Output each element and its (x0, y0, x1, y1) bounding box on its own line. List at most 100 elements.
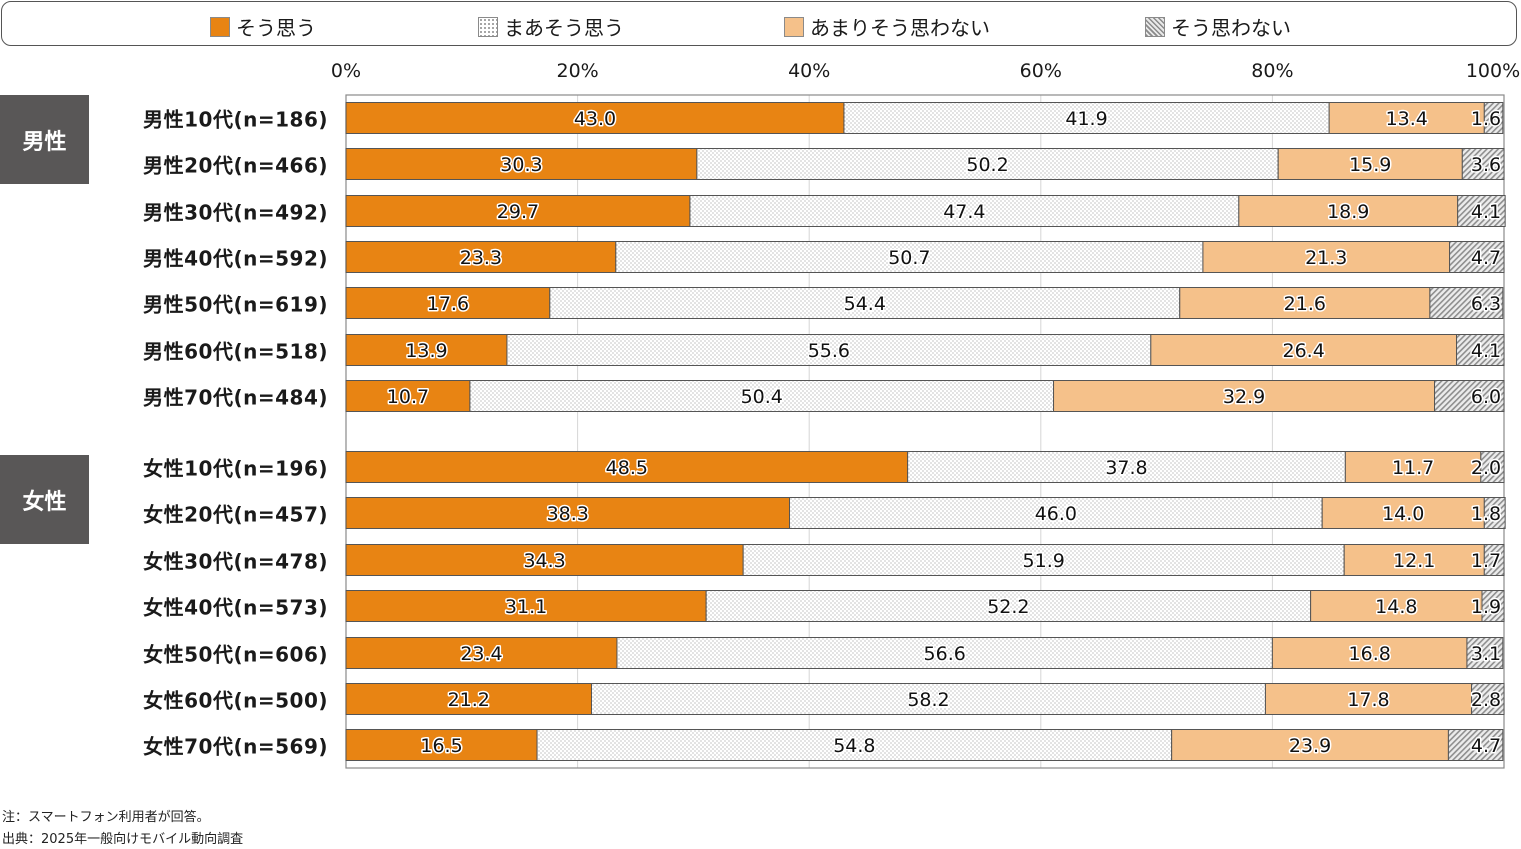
bar-segment (345, 334, 508, 366)
category-label: 男性10代(n=186) (143, 107, 328, 132)
legend-item-maa-sou-omou: まあそう思う (478, 12, 624, 41)
category-label: 女性60代(n=500) (143, 688, 328, 713)
bar-segment (1321, 497, 1485, 529)
data-label: 58.2 (907, 689, 949, 711)
bar-segment (345, 148, 698, 180)
bar-segment (1343, 544, 1485, 576)
data-label: 13.9 (405, 340, 447, 362)
legend-label: そう思う (236, 16, 316, 40)
bar-segment (345, 637, 618, 669)
data-label: 52.2 (987, 596, 1029, 618)
data-label: 2.8 (1471, 689, 1501, 711)
data-label: 6.3 (1471, 293, 1501, 315)
data-label: 55.6 (808, 340, 850, 362)
data-label: 47.4 (943, 201, 985, 223)
legend-label: そう思わない (1171, 16, 1291, 40)
legend-item-sou-omou: そう思う (210, 12, 316, 41)
data-label: 1.7 (1471, 550, 1501, 572)
data-label: 37.8 (1105, 457, 1147, 479)
data-label: 1.6 (1471, 108, 1501, 130)
data-label: 50.4 (741, 386, 783, 408)
bar-segment (615, 241, 1204, 273)
legend-swatch-light-orange (784, 16, 804, 37)
bar-segment (1481, 590, 1505, 622)
data-label: 54.8 (833, 735, 875, 757)
data-label: 43.0 (574, 108, 616, 130)
bar-segment (1238, 195, 1459, 227)
source-text: 出典：2025年一般向けモバイル動向調査 (2, 832, 244, 847)
bar-segment (1447, 729, 1504, 761)
bar-segment (1202, 241, 1451, 273)
bar-segment (1429, 287, 1504, 319)
bar-segment (1271, 637, 1468, 669)
legend-swatch-hatch (1145, 16, 1165, 37)
data-label: 3.1 (1471, 643, 1501, 665)
bar-segment (345, 451, 909, 483)
data-label: 14.0 (1382, 503, 1424, 525)
bar-segment (469, 380, 1055, 412)
bar-segment (1471, 683, 1505, 715)
data-label: 1.8 (1471, 503, 1501, 525)
data-label: 4.7 (1471, 735, 1501, 757)
bar-segment (1456, 334, 1505, 366)
bar-segment (345, 729, 538, 761)
category-label: 男性50代(n=619) (143, 292, 328, 317)
data-label: 13.4 (1386, 108, 1428, 130)
data-label: 17.6 (427, 293, 469, 315)
category-label: 女性20代(n=457) (143, 502, 328, 527)
group-label-female: 女性 (0, 455, 89, 544)
bar-segment (345, 195, 691, 227)
bar-segment (1264, 683, 1473, 715)
data-label: 54.4 (844, 293, 886, 315)
data-label: 3.6 (1471, 154, 1501, 176)
plot-frame (345, 94, 1505, 769)
data-label: 38.3 (547, 503, 589, 525)
bar-segment (907, 451, 1346, 483)
legend-label: あまりそう思わない (810, 16, 990, 40)
data-label: 10.7 (387, 386, 429, 408)
data-label: 4.7 (1471, 247, 1501, 269)
data-label: 48.5 (606, 457, 648, 479)
bar-segment (843, 102, 1330, 134)
data-label: 17.8 (1347, 689, 1389, 711)
bar-segment (789, 497, 1323, 529)
data-label: 1.9 (1471, 596, 1501, 618)
bar-segment (689, 195, 1240, 227)
bar-segment (1480, 451, 1505, 483)
data-label: 4.1 (1471, 201, 1501, 223)
data-label: 2.0 (1471, 457, 1501, 479)
category-label: 女性30代(n=478) (143, 549, 328, 574)
x-tick-label: 60% (1019, 60, 1062, 82)
group-label-text: 女性 (22, 489, 67, 515)
bar-segment (345, 497, 791, 529)
data-label: 21.6 (1284, 293, 1326, 315)
category-label: 男性20代(n=466) (143, 153, 328, 178)
data-label: 50.2 (966, 154, 1008, 176)
category-label: 女性40代(n=573) (143, 595, 328, 620)
data-label: 4.1 (1471, 340, 1501, 362)
legend-swatch-dots (478, 16, 498, 37)
x-tick-label: 100% (1465, 60, 1521, 82)
legend-label: まあそう思う (504, 16, 624, 40)
bar-segment (345, 683, 592, 715)
data-label: 23.3 (460, 247, 502, 269)
note-text: 注：スマートフォン利用者が回答。 (2, 810, 210, 825)
data-label: 56.6 (924, 643, 966, 665)
bar-segment (696, 148, 1279, 180)
data-label: 32.9 (1223, 386, 1265, 408)
data-label: 51.9 (1023, 550, 1065, 572)
group-label-male: 男性 (0, 95, 89, 184)
bar-segment (345, 102, 845, 134)
x-tick-label: 20% (556, 60, 599, 82)
data-label: 11.7 (1392, 457, 1434, 479)
data-label: 30.3 (500, 154, 542, 176)
category-label: 女性50代(n=606) (143, 642, 328, 667)
bar-segment (616, 637, 1273, 669)
category-label: 男性40代(n=592) (143, 246, 328, 271)
data-label: 14.8 (1375, 596, 1417, 618)
bar-segment (549, 287, 1181, 319)
bar-segment (1310, 590, 1483, 622)
bar-segment (1483, 544, 1505, 576)
bar-segment (1053, 380, 1436, 412)
bar-segment (1483, 497, 1506, 529)
